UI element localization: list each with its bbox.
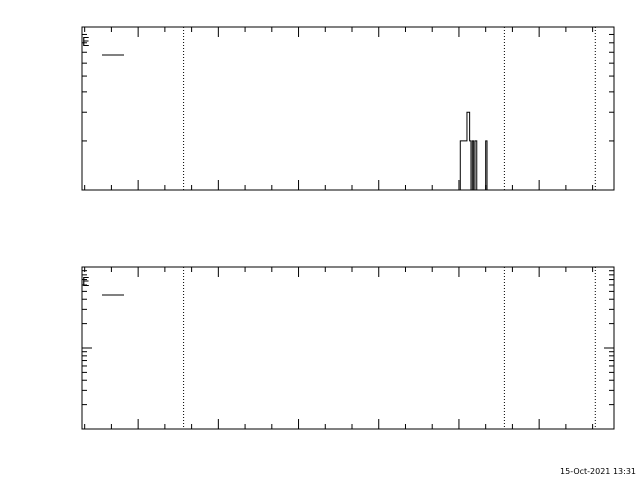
- panel-lo: E: [81, 26, 615, 191]
- series-line: [458, 111, 488, 191]
- footer-timestamp: 15-Oct-2021 13:31: [560, 467, 636, 476]
- event-marker-label: E: [82, 275, 90, 289]
- event-marker-label: E: [82, 35, 90, 49]
- panel-hi: E: [81, 266, 615, 430]
- plot-frame: [81, 266, 615, 430]
- plot-frame: [81, 26, 615, 191]
